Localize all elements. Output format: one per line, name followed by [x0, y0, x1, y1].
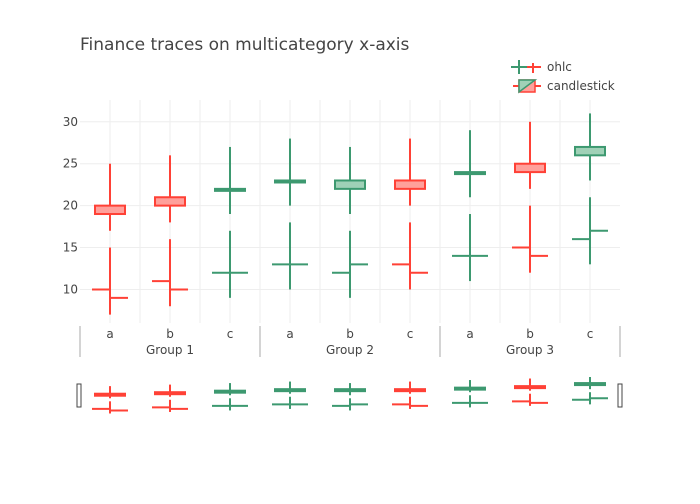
candle-body [214, 187, 246, 192]
legend-candlestick-icon [518, 79, 538, 94]
x-group-label: Group 2 [326, 343, 374, 357]
x-tick-label: c [407, 327, 414, 341]
candle-body [94, 392, 126, 397]
x-tick-label: b [526, 327, 534, 341]
x-tick-label: c [587, 327, 594, 341]
candle-body [394, 179, 426, 190]
y-tick-label: 20 [63, 199, 78, 213]
y-axis: 10 15 20 25 30 [63, 115, 78, 297]
candle-body [274, 179, 306, 184]
x-tick-label: b [346, 327, 354, 341]
legend-label: ohlc [547, 60, 572, 74]
candle-body [334, 388, 366, 393]
legend-item-ohlc[interactable]: ohlc [511, 60, 572, 74]
x-tick-label: a [466, 327, 473, 341]
legend-item-candlestick[interactable]: candlestick [513, 79, 615, 94]
candle-body [334, 179, 366, 190]
x-tick-label: b [166, 327, 174, 341]
candle-body [94, 204, 126, 216]
candle-body [154, 391, 186, 396]
y-tick-label: 10 [63, 282, 78, 296]
candle-body [274, 388, 306, 393]
candle-body [394, 388, 426, 393]
range-slider-right-handle[interactable] [617, 383, 623, 408]
candle-body [454, 171, 486, 176]
x-axis: a b c a b c a b c Group 1 Group 2 Group 3 [79, 326, 621, 357]
range-slider-left-handle[interactable] [76, 383, 82, 408]
candle-body [514, 162, 546, 174]
x-tick-label: c [227, 327, 234, 341]
candle-body [454, 386, 486, 391]
legend-label: candlestick [547, 79, 615, 93]
candle-body [574, 382, 606, 387]
range-slider-background [80, 373, 620, 419]
candle-body [214, 389, 246, 394]
x-tick-label: a [286, 327, 293, 341]
y-tick-label: 25 [63, 157, 78, 171]
x-group-label: Group 1 [146, 343, 194, 357]
y-tick-label: 30 [63, 115, 78, 129]
legend[interactable]: ohlc candlestick [511, 60, 615, 94]
y-tick-label: 15 [63, 241, 78, 255]
chart-title: Finance traces on multicategory x-axis [80, 35, 410, 55]
x-group-label: Group 3 [506, 343, 554, 357]
range-slider[interactable] [76, 373, 623, 419]
candle-body [574, 145, 606, 157]
plot-area [92, 113, 608, 315]
candle-body [154, 196, 186, 207]
candle-body [514, 385, 546, 390]
x-tick-label: a [106, 327, 113, 341]
